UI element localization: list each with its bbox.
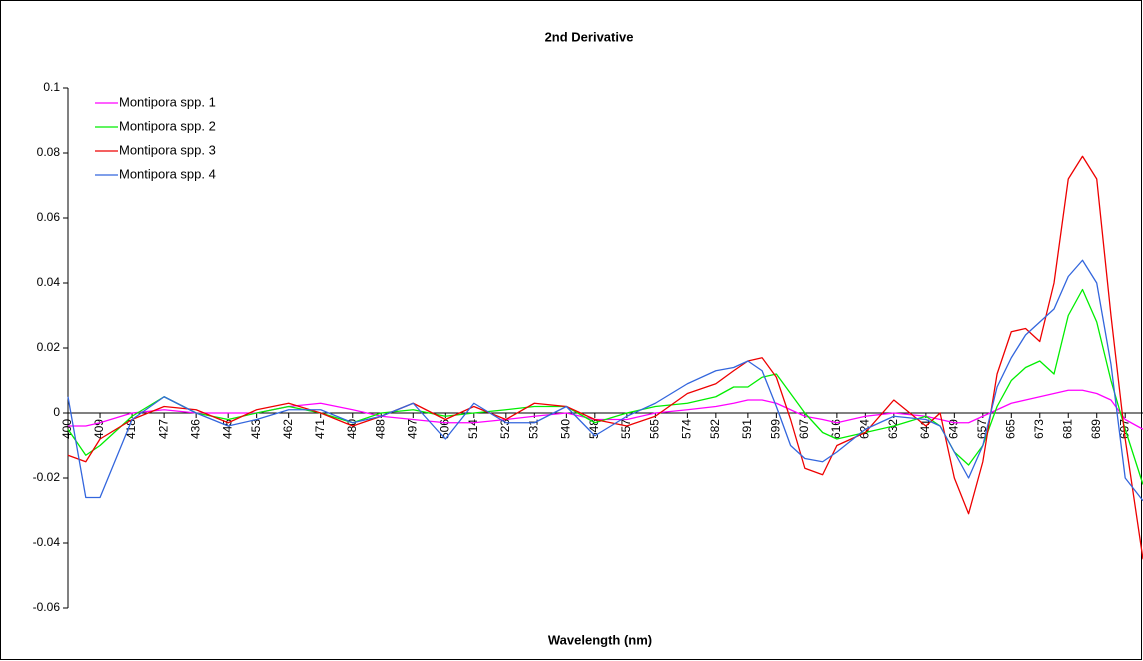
x-tick-label: 681 [1060,419,1074,439]
x-axis-title: Wavelength (nm) [548,632,652,647]
x-tick-label: 591 [740,419,754,439]
x-tick-label: 616 [829,419,843,439]
x-tick-label: 607 [797,419,811,439]
x-tick-label: 599 [769,419,783,439]
x-tick-label: 624 [858,419,872,439]
legend-label: Montipora spp. 3 [119,142,216,157]
x-tick-label: 565 [648,419,662,439]
x-tick-label: 523 [498,419,512,439]
x-tick-label: 436 [188,419,202,439]
chart-title: 2nd Derivative [545,29,634,44]
x-tick-label: 665 [1003,419,1017,439]
x-tick-label: 673 [1032,419,1046,439]
y-tick-label: -0.02 [33,470,61,484]
legend-label: Montipora spp. 4 [119,166,216,181]
y-tick-label: 0.02 [37,340,61,354]
legend-label: Montipora spp. 2 [119,118,216,133]
x-tick-label: 488 [373,419,387,439]
x-tick-label: 689 [1089,419,1103,439]
y-tick-label: -0.06 [33,600,61,614]
x-tick-label: 427 [156,419,170,439]
x-tick-label: 649 [947,419,961,439]
legend-label: Montipora spp. 1 [119,94,216,109]
y-tick-label: 0.1 [43,80,60,94]
x-tick-label: 453 [249,419,263,439]
x-tick-label: 632 [886,419,900,439]
series-line [67,288,1143,485]
x-tick-label: 497 [405,419,419,439]
x-tick-label: 557 [619,419,633,439]
x-tick-label: 462 [281,419,295,439]
x-tick-label: 540 [559,419,573,439]
x-tick-label: 418 [124,419,138,439]
y-tick-label: 0.04 [37,275,61,289]
y-tick-label: -0.04 [33,535,61,549]
x-tick-label: 582 [708,419,722,439]
x-tick-label: 471 [313,419,327,439]
y-tick-label: 0.06 [37,210,61,224]
y-tick-label: 0.08 [37,145,61,159]
x-tick-label: 574 [680,419,694,439]
x-tick-label: 514 [466,419,480,439]
series-line [67,259,1143,502]
x-tick-label: 531 [526,419,540,439]
y-tick-label: 0 [53,405,60,419]
